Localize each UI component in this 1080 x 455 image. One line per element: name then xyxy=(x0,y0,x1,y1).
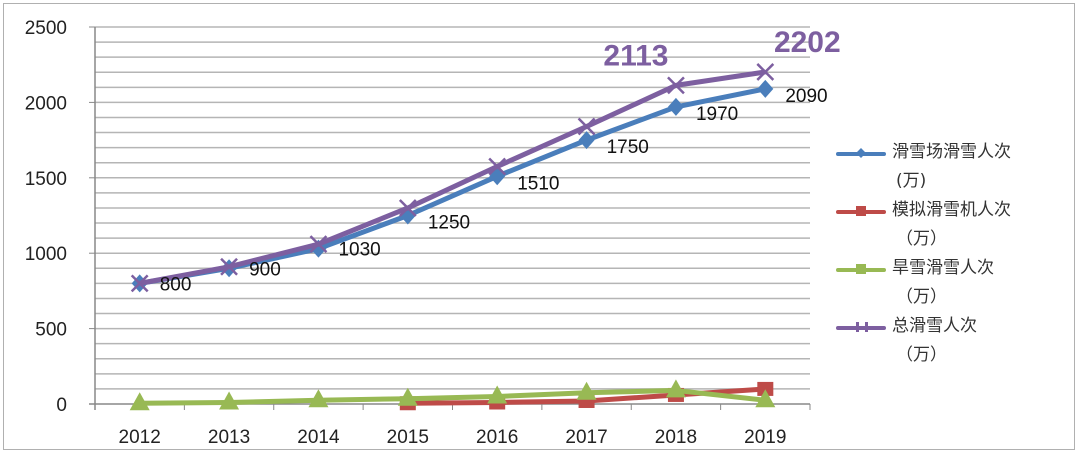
x-tick-label: 2016 xyxy=(476,427,518,448)
legend-item: 模拟滑雪机人次 （万） xyxy=(836,196,1036,254)
legend-item: 总滑雪人次 （万） xyxy=(836,312,1036,370)
data-point xyxy=(576,381,597,400)
series-3 xyxy=(129,379,776,411)
data-label: 900 xyxy=(249,259,281,280)
data-label: 1750 xyxy=(607,137,649,158)
data-point xyxy=(130,274,149,293)
series-line xyxy=(139,69,766,286)
legend-marker-icon xyxy=(856,322,868,332)
data-point xyxy=(665,379,686,398)
legend-unit: (万) xyxy=(896,171,927,191)
chart-frame xyxy=(3,3,1075,450)
data-point xyxy=(667,97,684,116)
y-tick-label: 2000 xyxy=(25,93,67,114)
data-label: 2090 xyxy=(785,86,827,107)
legend-item: 滑雪场滑雪人次 (万) xyxy=(836,138,1036,196)
data-label-highlight: 2113 xyxy=(603,39,668,72)
data-point xyxy=(667,76,685,95)
data-point xyxy=(397,387,418,406)
data-point xyxy=(757,381,774,396)
x-tick-label: 2013 xyxy=(208,427,250,448)
legend-unit: （万） xyxy=(896,287,947,307)
legend-label: 滑雪场滑雪人次 xyxy=(892,142,1011,162)
legend-swatch xyxy=(836,326,886,330)
data-label: 1970 xyxy=(696,104,738,125)
data-point xyxy=(308,389,329,408)
data-label: 800 xyxy=(160,274,192,295)
data-point xyxy=(488,157,507,176)
legend-unit: （万） xyxy=(896,345,947,365)
series-4 xyxy=(130,63,775,293)
legend: 滑雪场滑雪人次 (万) 模拟滑雪机人次 （万） 旱雪滑雪人次 （万） 总滑雪人次 （万） xyxy=(836,138,1036,370)
data-point xyxy=(129,392,150,411)
data-point xyxy=(757,79,774,98)
data-label: 1030 xyxy=(338,240,380,261)
x-tick-label: 2015 xyxy=(387,427,429,448)
series-line xyxy=(139,387,766,406)
y-tick-label: 0 xyxy=(56,395,67,416)
y-tick-label: 500 xyxy=(35,320,67,341)
data-point xyxy=(755,389,776,408)
data-point xyxy=(756,63,775,81)
legend-marker-icon xyxy=(856,148,866,158)
data-label-highlight: 2202 xyxy=(774,26,841,59)
y-tick-label: 2500 xyxy=(25,18,67,39)
data-point xyxy=(220,257,238,276)
x-tick-label: 2012 xyxy=(119,427,161,448)
legend-marker-icon xyxy=(856,206,866,216)
x-tick-label: 2019 xyxy=(744,427,786,448)
legend-label: 旱雪滑雪人次 xyxy=(892,258,994,278)
data-label: 1510 xyxy=(517,173,559,194)
data-point xyxy=(219,391,240,410)
legend-unit: （万） xyxy=(896,229,947,249)
x-tick-label: 2014 xyxy=(297,427,340,448)
legend-item: 旱雪滑雪人次 （万） xyxy=(836,254,1036,312)
data-point xyxy=(309,235,328,254)
legend-label: 总滑雪人次 xyxy=(892,316,977,336)
x-tick-label: 2018 xyxy=(655,427,697,448)
legend-label: 模拟滑雪机人次 xyxy=(892,200,1011,220)
data-point xyxy=(578,131,595,150)
data-point xyxy=(398,199,417,217)
data-label: 1250 xyxy=(428,213,470,234)
y-tick-label: 1500 xyxy=(25,169,67,190)
legend-marker-icon xyxy=(856,264,866,274)
x-tick-label: 2017 xyxy=(565,427,607,448)
data-point xyxy=(487,385,508,404)
data-point xyxy=(577,117,596,136)
y-tick-label: 1000 xyxy=(25,244,67,265)
